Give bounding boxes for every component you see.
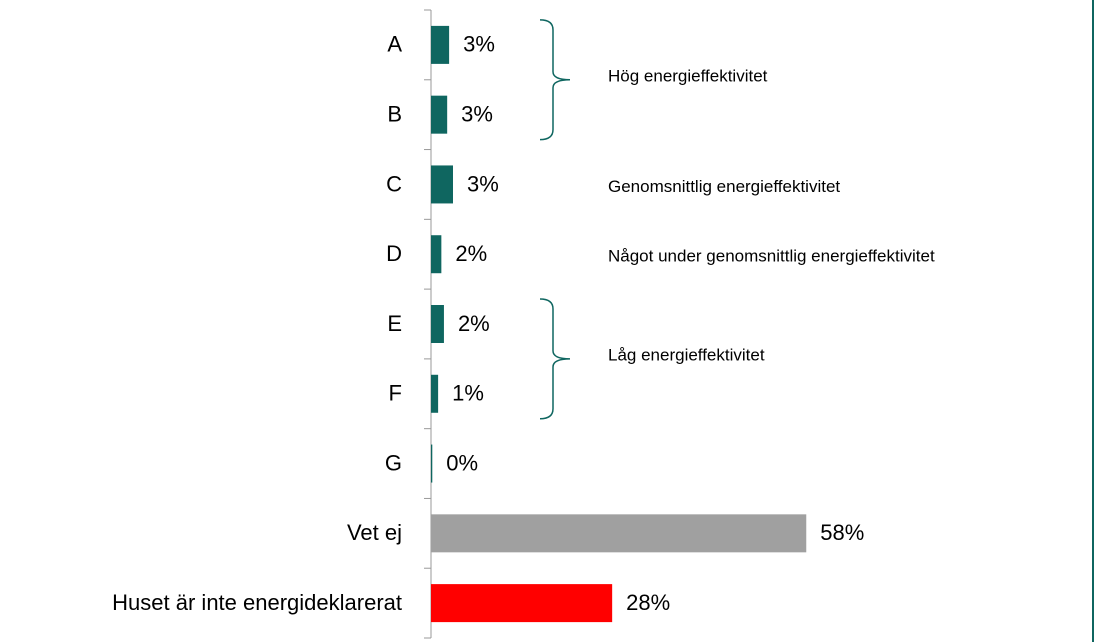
annotation: Hög energieffektivitet [608,66,768,85]
value-label: 58% [820,520,864,545]
bar [431,95,448,134]
annotation: Något under genomsnittlig energieffektiv… [608,247,935,266]
value-label: 0% [446,450,478,475]
category-label: E [387,311,402,336]
value-label: 1% [452,381,484,406]
bar [431,235,442,274]
category-label: A [387,32,402,57]
bar [431,514,807,553]
bar [431,584,613,623]
category-label: D [386,241,402,266]
category-label: F [389,381,402,406]
value-label: 3% [467,171,499,196]
value-label: 3% [463,32,495,57]
bar [431,165,453,204]
category-label: Vet ej [347,520,402,545]
bar [431,444,433,483]
category-label: G [385,450,402,475]
value-label: 2% [455,241,487,266]
category-label: Huset är inte energideklarerat [112,590,402,615]
bar [431,305,444,343]
bar [431,25,450,64]
value-label: 28% [626,590,670,615]
value-label: 2% [458,311,490,336]
bracket [539,298,571,420]
value-label: 3% [461,101,493,126]
annotation: Genomsnittlig energieffektivitet [608,177,840,196]
bracket [539,19,571,141]
bar [431,374,439,413]
category-label: C [386,171,402,196]
category-label: B [387,101,402,126]
annotation: Låg energieffektivitet [608,345,765,364]
